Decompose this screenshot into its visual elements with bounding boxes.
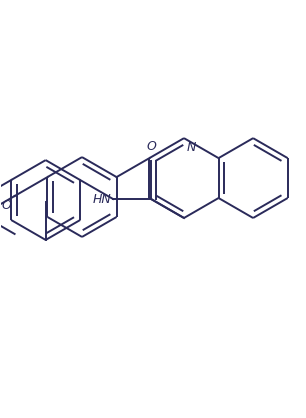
Text: O: O <box>146 140 156 153</box>
Text: O: O <box>2 199 12 212</box>
Text: HN: HN <box>92 193 111 206</box>
Text: N: N <box>187 141 196 154</box>
